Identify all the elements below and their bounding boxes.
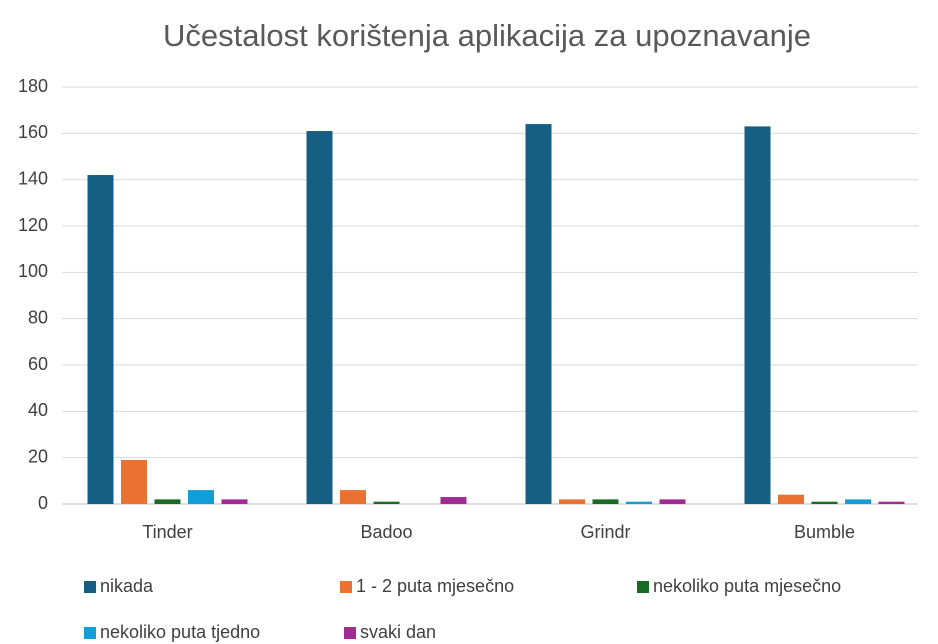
x-tick-label: Bumble <box>794 522 855 542</box>
bar <box>778 494 804 504</box>
bar <box>306 131 333 504</box>
legend-label: nikada <box>100 576 154 596</box>
y-tick-label: 40 <box>28 400 48 420</box>
legend-label: 1 - 2 puta mjesečno <box>356 576 514 596</box>
bar <box>559 499 585 504</box>
bar <box>744 126 771 504</box>
y-tick-label: 60 <box>28 354 48 374</box>
bar <box>87 175 114 505</box>
y-tick-label: 180 <box>18 76 48 96</box>
legend-label: nekoliko puta tjedno <box>100 622 260 642</box>
bar <box>659 499 686 504</box>
bar <box>340 490 366 504</box>
legend-swatch <box>340 581 352 593</box>
legend-swatch <box>637 581 649 593</box>
chart-title: Učestalost korištenja aplikacija za upoz… <box>163 18 811 53</box>
y-tick-label: 120 <box>18 215 48 235</box>
x-tick-label: Grindr <box>580 522 630 542</box>
legend-swatch <box>84 581 96 593</box>
x-tick-label: Badoo <box>360 522 412 542</box>
bar <box>592 499 619 504</box>
bar <box>878 501 905 504</box>
legend-swatch <box>344 627 356 639</box>
legend-swatch <box>84 627 96 639</box>
bar <box>440 497 467 504</box>
bar <box>525 124 552 505</box>
y-tick-label: 80 <box>28 307 48 327</box>
bar <box>845 499 871 504</box>
bar <box>188 490 214 504</box>
bar <box>626 501 652 504</box>
bar <box>811 501 838 504</box>
y-tick-label: 140 <box>18 168 48 188</box>
bar <box>121 459 147 504</box>
bar <box>221 499 248 504</box>
bar <box>373 501 400 504</box>
y-tick-label: 0 <box>38 493 48 513</box>
x-tick-label: Tinder <box>142 522 192 542</box>
legend-label: svaki dan <box>360 622 436 642</box>
y-tick-label: 160 <box>18 122 48 142</box>
y-tick-label: 20 <box>28 446 48 466</box>
bar <box>154 499 181 504</box>
y-tick-label: 100 <box>18 261 48 281</box>
legend-label: nekoliko puta mjesečno <box>653 576 841 596</box>
